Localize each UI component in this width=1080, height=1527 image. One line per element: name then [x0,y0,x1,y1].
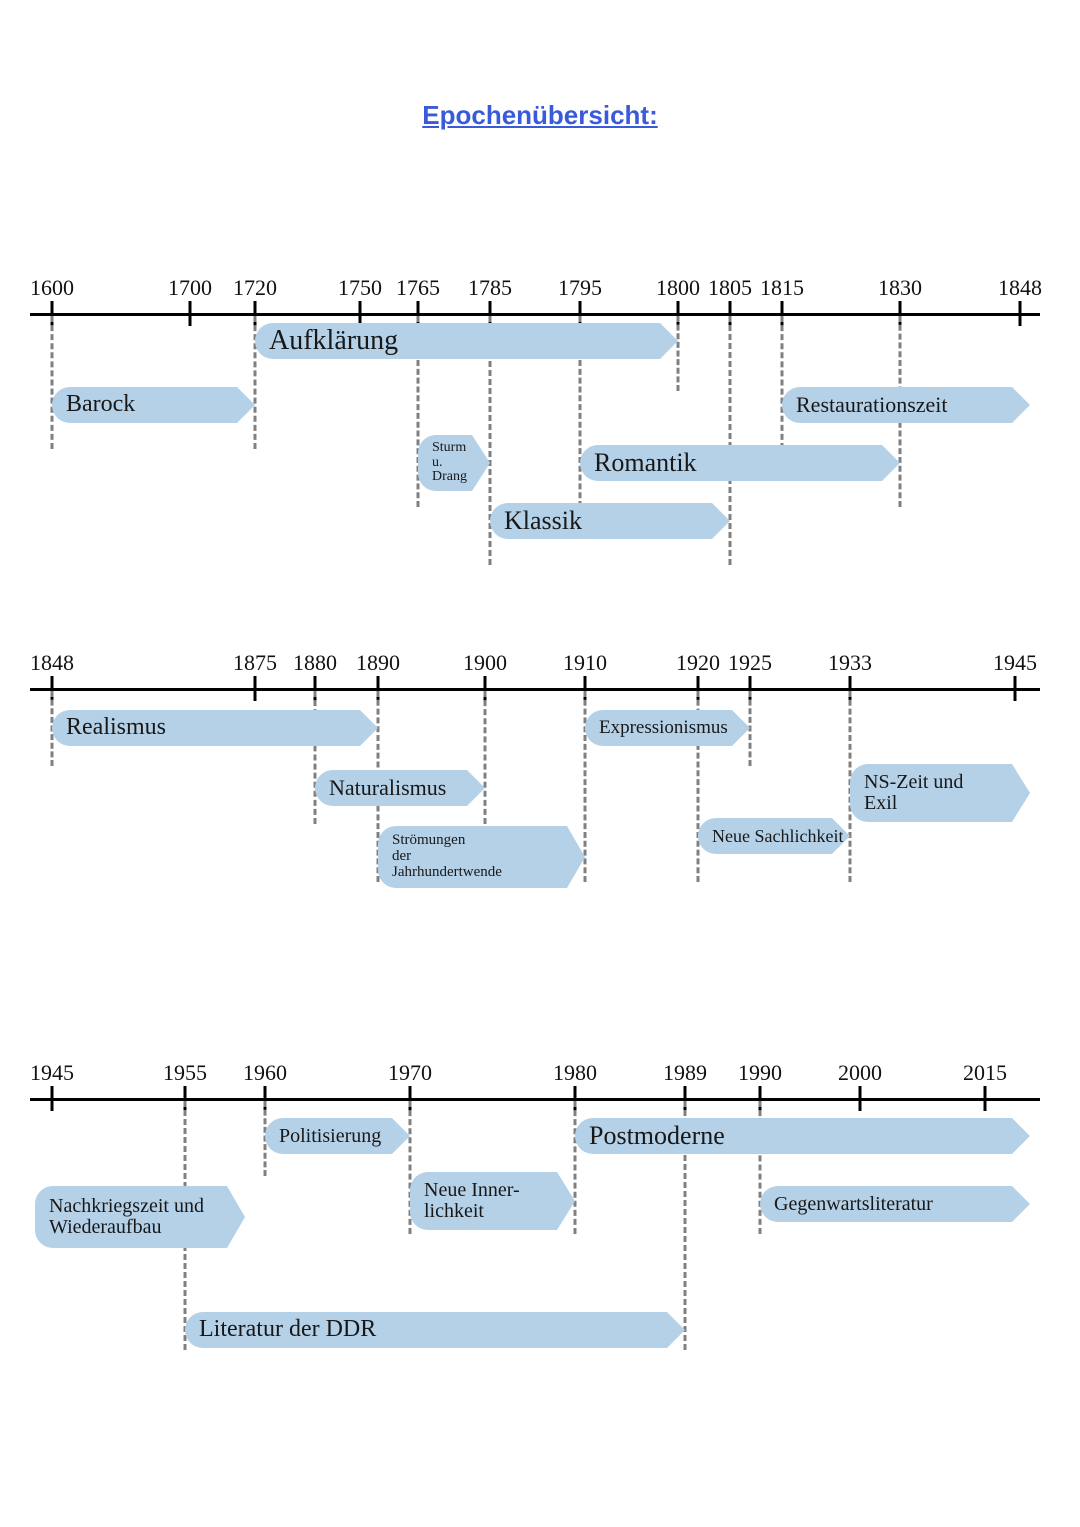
epoch-bar: Sturm u. Drang [418,435,490,491]
tick-label: 1920 [676,650,720,676]
guideline [781,316,784,449]
tick-label: 1600 [30,275,74,301]
tick-label: 1945 [30,1060,74,1086]
axis [30,1098,1040,1101]
tick-label: 1848 [30,650,74,676]
tick-label: 1750 [338,275,382,301]
guideline [51,316,54,449]
tick [189,301,192,326]
epoch-bar: Realismus [52,710,378,746]
tick-label: 1700 [168,275,212,301]
timeline-tl1: 1600 1700 1720 1750 1765 1785 1795 1800 1805 1815… [30,255,1040,575]
tick [1014,676,1017,701]
tick-label: 1910 [563,650,607,676]
epoch-bar: Restaurationszeit [782,387,1030,423]
tick-label: 1830 [878,275,922,301]
tick-label: 1795 [558,275,602,301]
epoch-bar: Nachkriegszeit und Wiederaufbau [35,1186,245,1248]
epoch-bar: Neue Inner- lichkeit [410,1172,575,1230]
epoch-bar: Literatur der DDR [185,1312,685,1348]
guideline [729,316,732,565]
epoch-bar: Klassik [490,503,730,539]
tick-label: 2000 [838,1060,882,1086]
tick-label: 1890 [356,650,400,676]
epoch-bar: Naturalismus [315,770,485,806]
tick-label: 1925 [728,650,772,676]
epoch-bar: Gegenwartsliteratur [760,1186,1030,1222]
epoch-bar: Postmoderne [575,1118,1030,1154]
tick [1019,301,1022,326]
guideline [574,1101,577,1234]
epoch-bar: NS-Zeit und Exil [850,764,1030,822]
page-title: Epochenübersicht: [0,100,1080,131]
tick-label: 1800 [656,275,700,301]
tick-label: 1933 [828,650,872,676]
timeline-tl2: 1848 1875 1880 1890 1900 1910 1920 1925 1933 1945… [30,630,1040,950]
tick-label: 1955 [163,1060,207,1086]
guideline [484,691,487,824]
tick-label: 1945 [993,650,1037,676]
guideline [677,316,680,391]
epoch-bar: Expressionismus [585,710,750,746]
tick-label: 1875 [233,650,277,676]
timeline-tl3: 1945 1955 1960 1970 1980 1989 1990 2000 2015 Poli… [30,1040,1040,1420]
tick [859,1086,862,1111]
axis [30,313,1040,316]
epoch-bar: Politisierung [265,1118,410,1154]
tick-label: 1720 [233,275,277,301]
tick [359,301,362,326]
tick-label: 1960 [243,1060,287,1086]
tick-label: 1805 [708,275,752,301]
epoch-bar: Strömungen der Jahrhundertwende [378,826,585,888]
tick [51,1086,54,1111]
tick-label: 1970 [388,1060,432,1086]
tick-label: 1765 [396,275,440,301]
tick [984,1086,987,1111]
epoch-bar: Romantik [580,445,900,481]
epoch-bar: Neue Sachlichkeit [698,818,850,854]
tick-label: 1880 [293,650,337,676]
tick-label: 1785 [468,275,512,301]
axis [30,688,1040,691]
tick [254,676,257,701]
tick-label: 1989 [663,1060,707,1086]
tick-label: 1815 [760,275,804,301]
tick-label: 1990 [738,1060,782,1086]
epoch-bar: Aufklärung [255,323,678,359]
tick-label: 1848 [998,275,1042,301]
epoch-bar: Barock [52,387,255,423]
tick-label: 1900 [463,650,507,676]
tick-label: 2015 [963,1060,1007,1086]
tick-label: 1980 [553,1060,597,1086]
